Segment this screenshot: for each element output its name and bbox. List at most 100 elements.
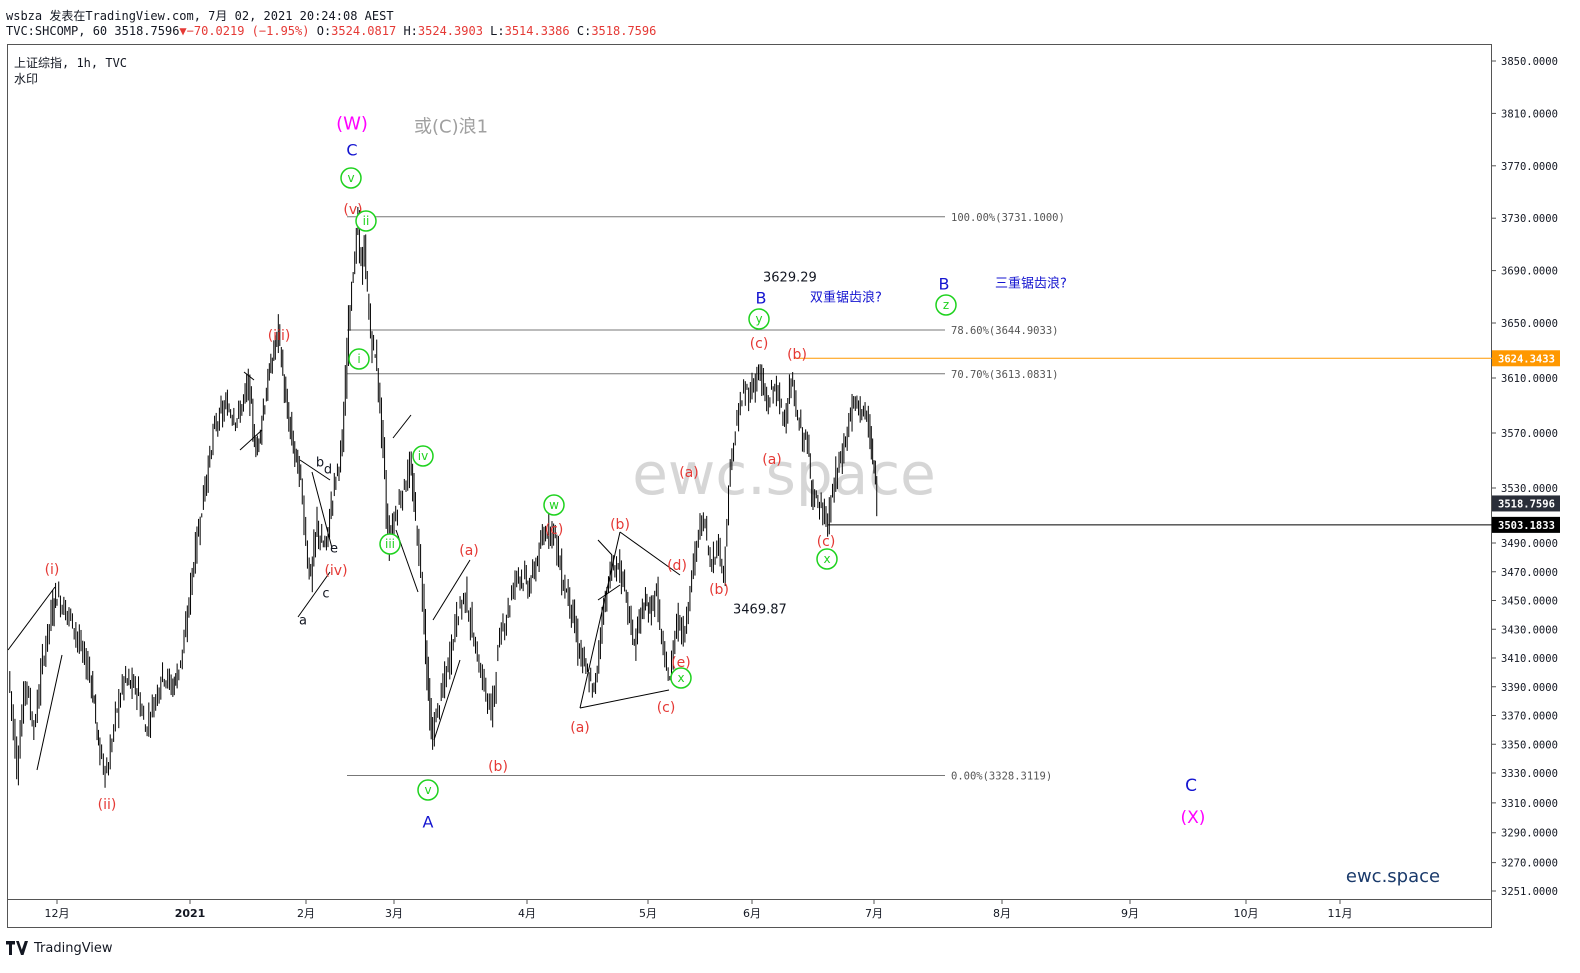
wave-label: y bbox=[755, 312, 762, 326]
wave-label: (iii) bbox=[268, 328, 291, 344]
publish-info-text: wsbza 发表在TradingView.com, 7月 02, 2021 20… bbox=[6, 9, 394, 23]
footer: TradingView bbox=[6, 938, 113, 958]
price-tick-label: 3350.0000 bbox=[1501, 739, 1558, 751]
wave-label: a bbox=[299, 614, 307, 629]
price-tick-label: 3330.0000 bbox=[1501, 768, 1558, 780]
wave-label: v bbox=[347, 171, 354, 185]
wave-label: (a) bbox=[679, 465, 699, 481]
wave-label: (b) bbox=[488, 759, 508, 775]
legend-title: 上证综指, 1h, TVC bbox=[14, 56, 128, 70]
open-value: 3524.0817 bbox=[331, 24, 397, 38]
wave-label: C bbox=[346, 141, 357, 160]
price-tick-label: 3251.0000 bbox=[1501, 886, 1558, 898]
trend-line bbox=[597, 539, 613, 556]
legend-subtitle: 水印 bbox=[14, 72, 39, 86]
wave-label: c bbox=[322, 587, 329, 602]
price-tick-label: 3470.0000 bbox=[1501, 567, 1558, 579]
price-tick-label: 3490.0000 bbox=[1501, 538, 1558, 550]
wave-label-circle: iii bbox=[379, 533, 401, 555]
price-tick-label: 3530.0000 bbox=[1501, 483, 1558, 495]
price-tick-label: 3570.0000 bbox=[1501, 428, 1558, 440]
wave-circle bbox=[935, 294, 957, 316]
time-scale[interactable] bbox=[7, 900, 1492, 928]
fib-level-label: 100.00%(3731.1000) bbox=[951, 212, 1065, 224]
price-tag-label: 3624.3433 bbox=[1498, 353, 1555, 365]
trend-line bbox=[239, 429, 263, 451]
price-tick-label: 3730.0000 bbox=[1501, 213, 1558, 225]
wave-label: (a) bbox=[459, 543, 479, 559]
wave-label: B bbox=[939, 275, 950, 294]
wave-circle bbox=[670, 667, 692, 689]
wave-circle bbox=[355, 210, 377, 232]
price-tick-label: 3390.0000 bbox=[1501, 682, 1558, 694]
wave-label: (b) bbox=[787, 347, 807, 363]
trend-line bbox=[432, 559, 471, 621]
brand-text: ewc.space bbox=[1346, 866, 1440, 887]
close-label: C: bbox=[576, 24, 592, 38]
ohlc-bar: TVC:SHCOMP, 60 3518.7596▼−70.0219 (−1.95… bbox=[6, 24, 656, 38]
wave-label: (c) bbox=[750, 336, 769, 352]
wave-label: x bbox=[677, 671, 684, 685]
wave-label: x bbox=[823, 552, 830, 566]
wave-circle bbox=[412, 445, 434, 467]
trend-line bbox=[243, 371, 255, 381]
wave-label: iii bbox=[385, 537, 395, 551]
trend-line bbox=[297, 571, 331, 618]
trend-line bbox=[619, 531, 681, 576]
wave-label: (c) bbox=[817, 534, 836, 550]
time-tick-label: 3月 bbox=[385, 907, 403, 920]
time-tick-label: 8月 bbox=[993, 907, 1011, 920]
wave-label: b bbox=[316, 456, 324, 471]
fib-level-label: 0.00%(3328.3119) bbox=[951, 771, 1052, 783]
wave-label-circle: ii bbox=[355, 210, 377, 232]
wave-label: (v) bbox=[343, 202, 362, 218]
wave-label: 双重锯齿浪? bbox=[810, 290, 882, 306]
high-label: H: bbox=[403, 24, 418, 38]
wave-label: z bbox=[943, 298, 949, 312]
wave-label: d bbox=[324, 463, 332, 478]
wave-label: v bbox=[424, 783, 431, 797]
down-arrow-icon: ▼ bbox=[179, 24, 187, 38]
wave-circle bbox=[816, 548, 838, 570]
wave-label-circle: v bbox=[340, 167, 362, 189]
wave-label-circle: w bbox=[543, 494, 565, 516]
price-tick-label: 3770.0000 bbox=[1501, 161, 1558, 173]
publish-info: wsbza 发表在TradingView.com, 7月 02, 2021 20… bbox=[6, 7, 394, 24]
wave-label-circle: x bbox=[670, 667, 692, 689]
time-tick-label: 2月 bbox=[297, 907, 315, 920]
wave-label-circle: x bbox=[816, 548, 838, 570]
wave-circle bbox=[543, 494, 565, 516]
wave-label: (e) bbox=[671, 655, 691, 671]
price-tag-label: 3503.1833 bbox=[1498, 520, 1555, 532]
price-tick-label: 3810.0000 bbox=[1501, 108, 1558, 120]
trend-line bbox=[597, 584, 621, 601]
wave-label: (b) bbox=[709, 582, 729, 598]
high-value: 3524.3903 bbox=[417, 24, 483, 38]
wave-label: (W) bbox=[336, 113, 368, 134]
wave-label: 3469.87 bbox=[733, 603, 787, 618]
price-tick-label: 3310.0000 bbox=[1501, 798, 1558, 810]
trend-line bbox=[579, 689, 670, 709]
price-tick-label: 3610.0000 bbox=[1501, 373, 1558, 385]
price-tick-label: 3690.0000 bbox=[1501, 266, 1558, 278]
price-tag-bg bbox=[1492, 350, 1560, 367]
wave-label: w bbox=[549, 498, 559, 512]
watermark-text: ewc.space bbox=[632, 440, 936, 508]
close-value: 3518.7596 bbox=[591, 24, 657, 38]
time-tick-label: 2021 bbox=[175, 907, 206, 920]
wave-label: (d) bbox=[667, 558, 687, 574]
trend-line bbox=[311, 471, 333, 549]
wave-label: (ii) bbox=[98, 797, 117, 813]
wave-circle bbox=[340, 167, 362, 189]
trend-line bbox=[579, 531, 621, 709]
chart-pane[interactable]: 上证综指, 1h, TVC 水印 bbox=[7, 44, 1492, 900]
wave-label: (iv) bbox=[324, 563, 347, 579]
wave-circle bbox=[348, 348, 370, 370]
price-tick-label: 3410.0000 bbox=[1501, 653, 1558, 665]
trend-line bbox=[7, 586, 56, 651]
open-label: O: bbox=[316, 24, 332, 38]
last-price: 3518.7596 bbox=[114, 24, 180, 38]
wave-label: 或(C)浪1 bbox=[414, 116, 488, 137]
price-tag-label: 3518.7596 bbox=[1498, 498, 1555, 510]
